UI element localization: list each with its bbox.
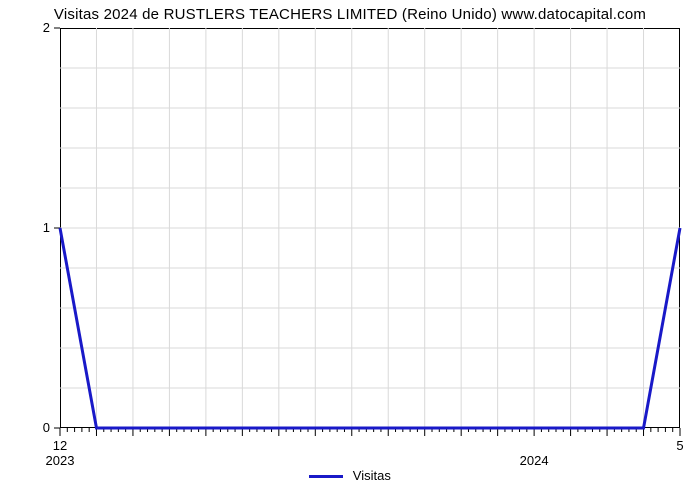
legend-swatch-icon xyxy=(309,475,343,478)
legend-label: Visitas xyxy=(353,468,391,483)
x-tick-label: 5 xyxy=(676,438,683,453)
data-line xyxy=(60,228,680,428)
y-tick-label: 2 xyxy=(30,20,50,35)
y-tick-label: 0 xyxy=(30,420,50,435)
chart-legend: Visitas xyxy=(0,468,700,483)
x-tick-year-label: 2023 xyxy=(46,453,75,468)
y-tick-label: 1 xyxy=(30,220,50,235)
chart-svg xyxy=(0,0,700,500)
x-tick-year-label: 2024 xyxy=(520,453,549,468)
visits-chart: Visitas 2024 de RUSTLERS TEACHERS LIMITE… xyxy=(0,0,700,500)
x-tick-label: 12 xyxy=(53,438,67,453)
